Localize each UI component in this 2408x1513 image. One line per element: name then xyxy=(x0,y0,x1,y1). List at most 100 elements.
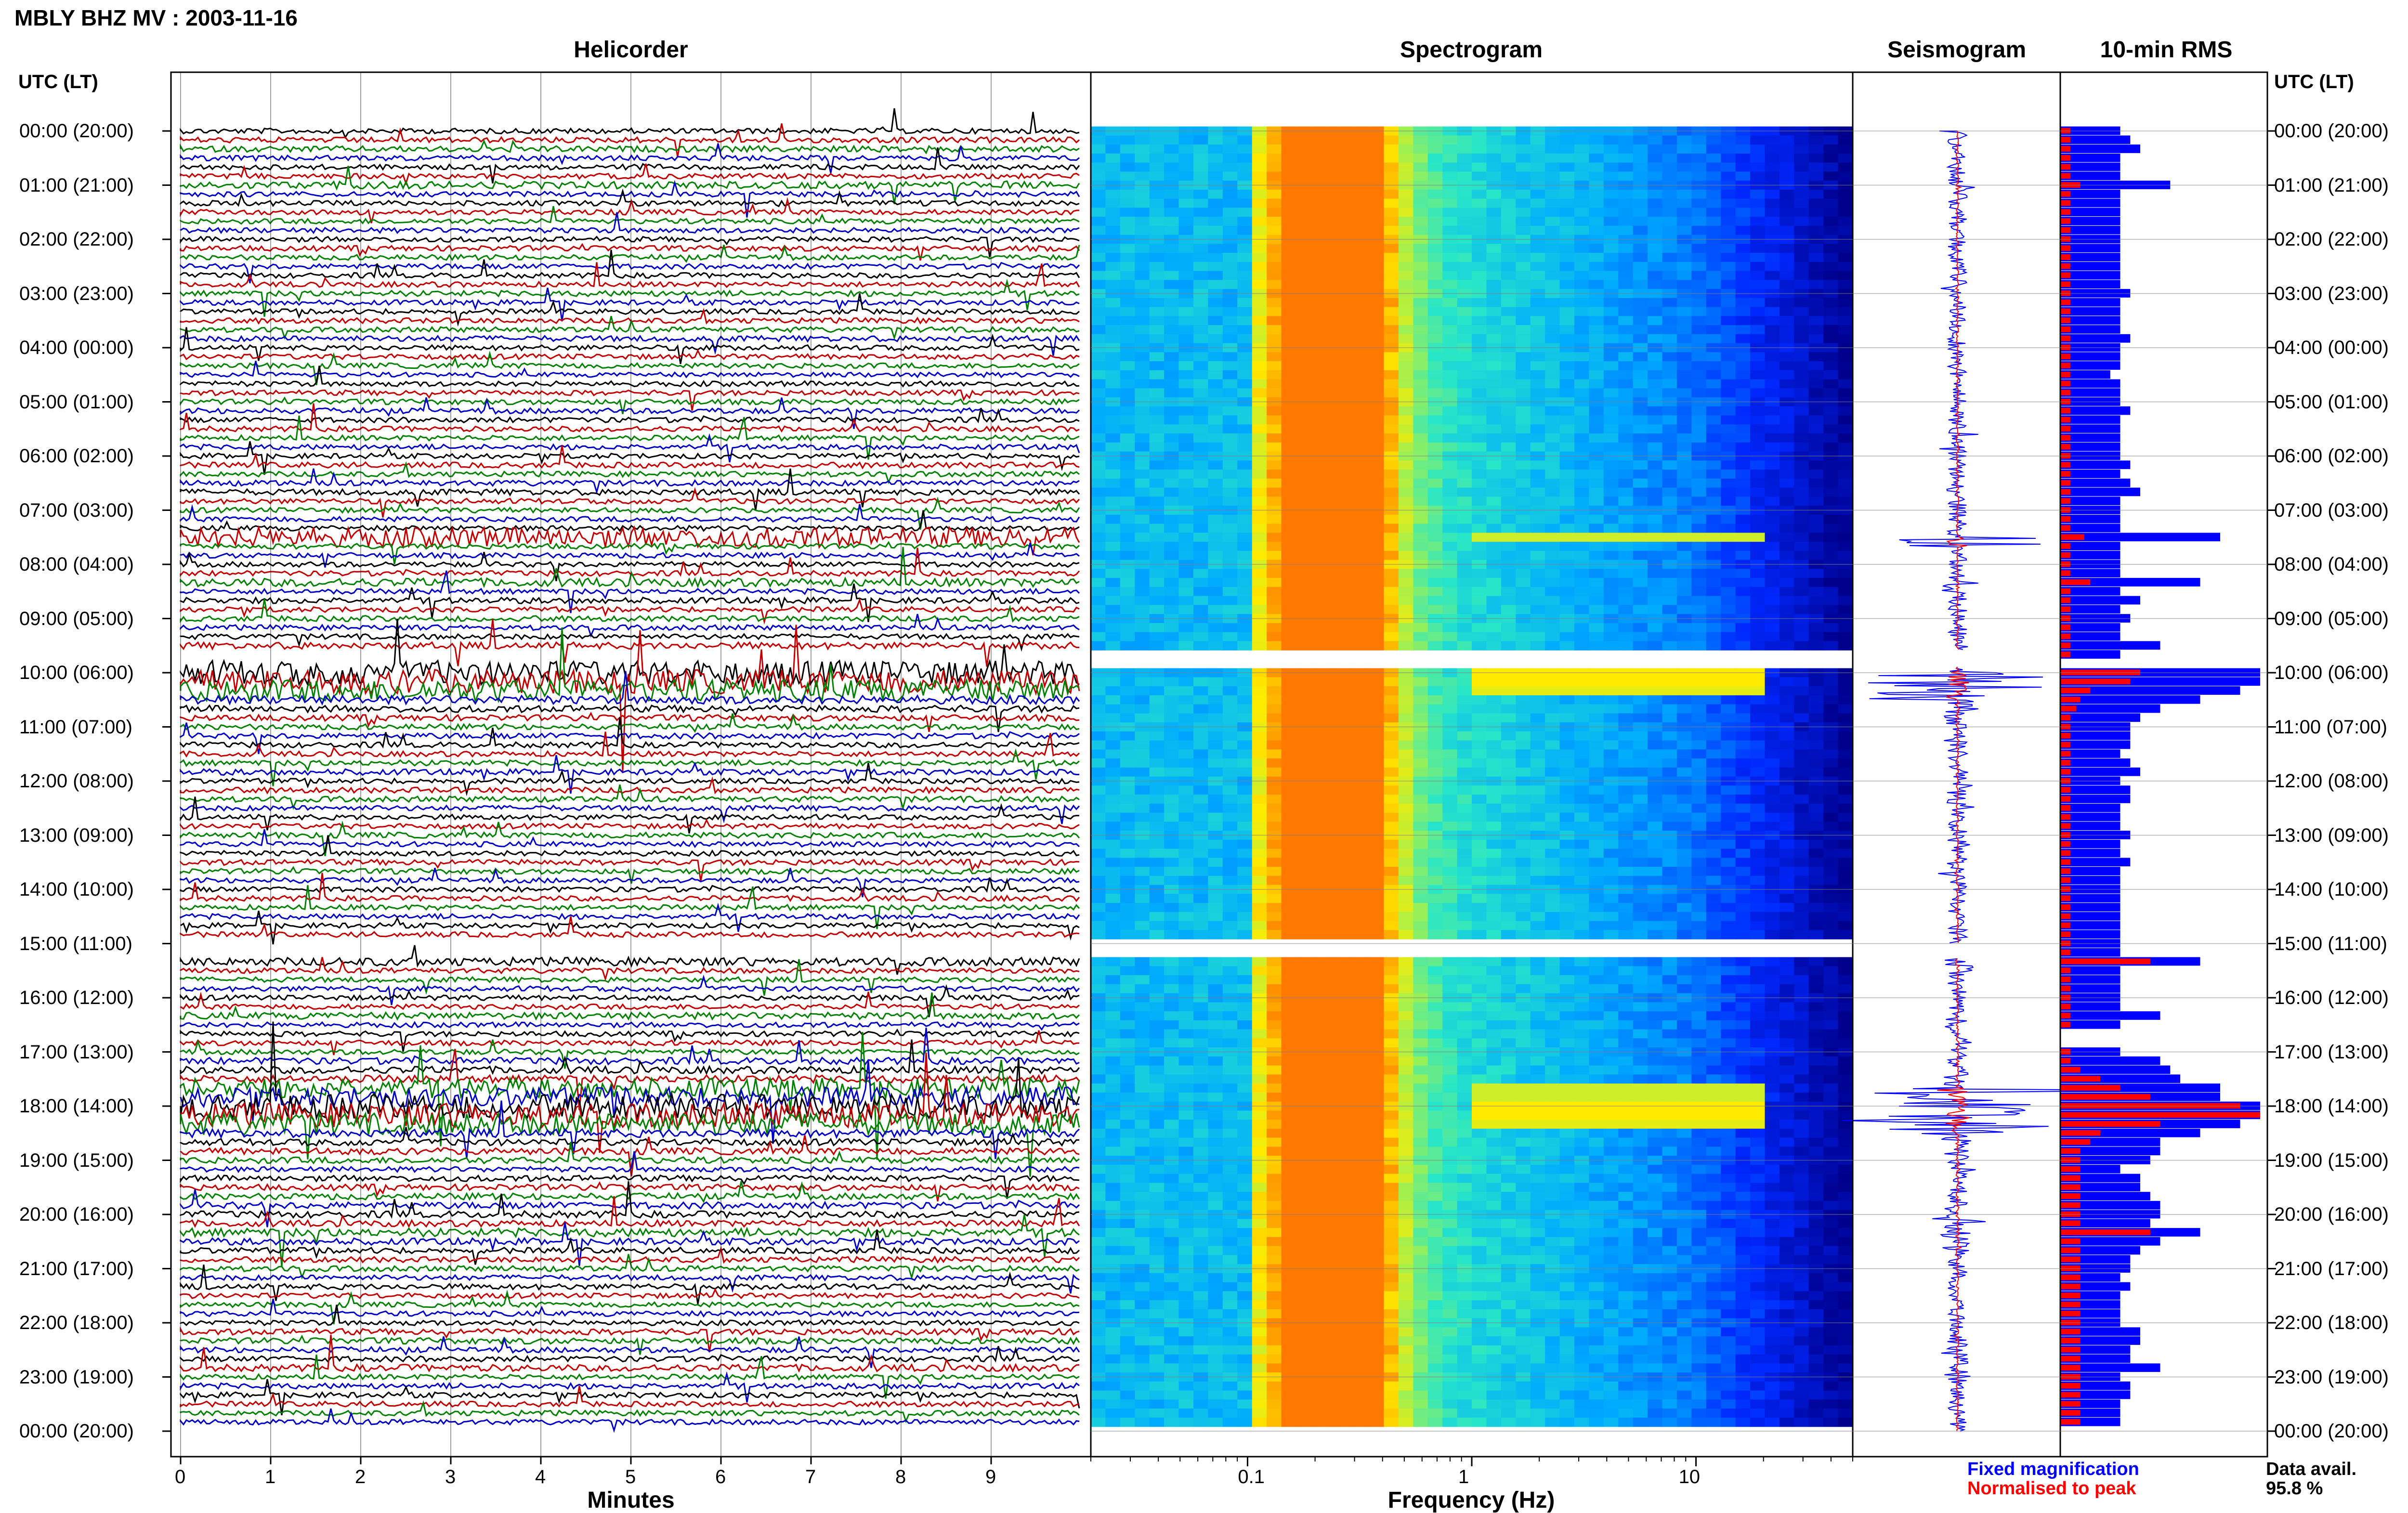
spectrogram-cell xyxy=(1662,171,1677,181)
spectrogram-cell xyxy=(1765,542,1780,551)
spectrogram-cell xyxy=(1676,298,1692,308)
spectrogram-cell xyxy=(1457,641,1472,651)
spectrogram-cell xyxy=(1648,153,1663,163)
spectrogram-cell xyxy=(1574,641,1590,651)
spectrogram-cell xyxy=(1457,677,1472,687)
spectrogram-cell xyxy=(1765,966,1780,976)
spectrogram-cell xyxy=(1091,261,1106,272)
spectrogram-cell xyxy=(1516,975,1531,985)
spectrogram-cell xyxy=(1340,514,1355,524)
spectrogram-cell xyxy=(1589,758,1604,768)
spectrogram-cell xyxy=(1765,587,1780,597)
spectrogram-cell xyxy=(1427,704,1443,714)
spectrogram-cell xyxy=(1340,433,1355,443)
spectrogram-cell xyxy=(1208,966,1223,976)
spectrogram-cell xyxy=(1135,162,1150,172)
spectrogram-cell xyxy=(1340,135,1355,145)
spectrogram-cell xyxy=(1618,578,1634,587)
spectrogram-cell xyxy=(1267,894,1282,903)
spectrogram-cell xyxy=(1237,325,1253,335)
spectrogram-cell xyxy=(1120,298,1135,308)
spectrogram-cell xyxy=(1149,523,1165,533)
spectrogram-cell xyxy=(1472,460,1487,470)
spectrogram-cell xyxy=(1442,370,1458,380)
spectrogram-cell xyxy=(1369,334,1385,344)
spectrogram-cell xyxy=(1427,749,1443,759)
spectrogram-cell xyxy=(1823,767,1839,777)
spectrogram-cell xyxy=(1354,352,1370,362)
spectrogram-cell xyxy=(1193,894,1209,903)
spectrogram-cell xyxy=(1794,542,1809,551)
spectrogram-cell xyxy=(1486,244,1502,253)
spectrogram-cell xyxy=(1823,370,1839,380)
spectrogram-cell xyxy=(1398,795,1414,804)
spectrogram-cell xyxy=(1354,478,1370,488)
spectrogram-cell xyxy=(1252,307,1267,316)
spectrogram-cell xyxy=(1559,442,1575,452)
spectrogram-cell xyxy=(1281,388,1296,398)
spectrogram-cell xyxy=(1486,848,1502,858)
spectrogram-cell xyxy=(1296,253,1311,262)
spectrogram-cell xyxy=(1662,641,1677,651)
spectrogram-cell xyxy=(1413,442,1428,452)
spectrogram-cell xyxy=(1310,894,1326,903)
spectrogram-cell xyxy=(1281,903,1296,913)
spectrogram-cell xyxy=(1340,361,1355,371)
spectrogram-cell xyxy=(1325,261,1340,272)
spectrogram-cell xyxy=(1676,217,1692,226)
spectrogram-cell xyxy=(1706,406,1721,416)
spectrogram-cell xyxy=(1398,496,1414,506)
spectrogram-cell xyxy=(1808,803,1824,813)
spectrogram-cell xyxy=(1105,605,1121,614)
spectrogram-cell xyxy=(1135,361,1150,371)
spectrogram-cell xyxy=(1530,785,1545,795)
spectrogram-cell xyxy=(1662,550,1677,561)
spectrogram-cell xyxy=(1310,271,1326,280)
spectrogram-cell xyxy=(1603,812,1619,822)
spectrogram-cell xyxy=(1794,253,1809,262)
spectrogram-cell xyxy=(1735,839,1751,849)
spectrogram-cell xyxy=(1222,298,1238,308)
spectrogram-cell xyxy=(1823,623,1839,633)
spectrogram-cell xyxy=(1589,307,1604,316)
spectrogram-cell xyxy=(1603,198,1619,208)
spectrogram-cell xyxy=(1648,261,1663,272)
spectrogram-cell xyxy=(1472,966,1487,976)
spectrogram-cell xyxy=(1149,921,1165,930)
helicorder-trace-line xyxy=(180,547,1080,588)
spectrogram-cell xyxy=(1794,171,1809,181)
spectrogram-cell xyxy=(1559,361,1575,371)
spectrogram-cell xyxy=(1442,686,1458,696)
spectrogram-cell xyxy=(1559,695,1575,705)
spectrogram-cell xyxy=(1369,984,1385,994)
spectrogram-cell xyxy=(1296,261,1311,272)
spectrogram-cell xyxy=(1545,388,1560,398)
spectrogram-cell xyxy=(1237,921,1253,930)
spectrogram-cell xyxy=(1603,596,1619,605)
spectrogram-cell xyxy=(1779,316,1795,326)
spectrogram-cell xyxy=(1237,153,1253,163)
spectrogram-cell xyxy=(1310,695,1326,705)
spectrogram-cell xyxy=(1721,795,1736,804)
spectrogram-cell xyxy=(1354,623,1370,633)
spectrogram-cell xyxy=(1149,623,1165,633)
spectrogram-cell xyxy=(1354,198,1370,208)
spectrogram-cell xyxy=(1838,514,1853,524)
spectrogram-cell xyxy=(1721,388,1736,398)
spectrogram-cell xyxy=(1794,795,1809,804)
spectrogram-cell xyxy=(1413,713,1428,723)
spectrogram-cell xyxy=(1105,740,1121,750)
spectrogram-cell xyxy=(1149,695,1165,705)
spectrogram-cell xyxy=(1267,767,1282,777)
spectrogram-cell xyxy=(1427,867,1443,876)
spectrogram-cell xyxy=(1135,912,1150,922)
spectrogram-cell xyxy=(1545,280,1560,289)
spectrogram-cell xyxy=(1750,587,1766,597)
spectrogram-cell xyxy=(1442,162,1458,172)
spectrogram-cell xyxy=(1281,370,1296,380)
spectrogram-cell xyxy=(1325,225,1340,235)
spectrogram-cell xyxy=(1178,875,1194,886)
spectrogram-cell xyxy=(1648,578,1663,587)
spectrogram-cell xyxy=(1442,704,1458,714)
